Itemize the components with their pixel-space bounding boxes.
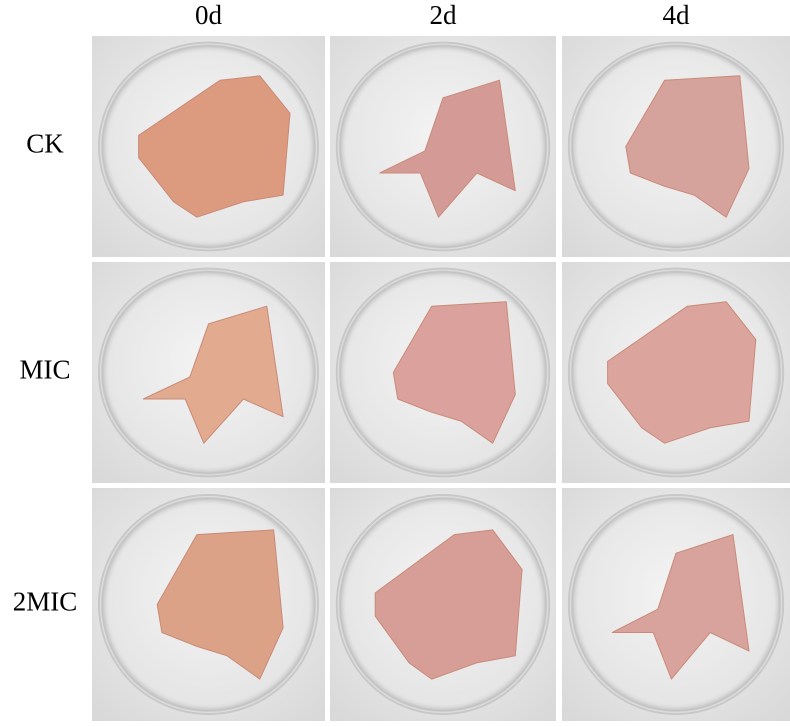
photo — [562, 36, 790, 257]
row-label: MIC — [19, 355, 70, 385]
photo — [330, 36, 556, 257]
photo — [92, 36, 325, 257]
meat-sample — [611, 534, 750, 680]
column-label: 0d — [195, 0, 223, 30]
meat-sample — [625, 75, 750, 218]
meat-sample — [142, 305, 284, 444]
photo — [92, 488, 325, 721]
photo — [330, 488, 556, 721]
meat-sample — [138, 75, 291, 218]
row-label: CK — [26, 129, 64, 159]
meat-sample — [379, 79, 516, 218]
meat-sample — [392, 301, 516, 444]
row-label: 2MIC — [13, 587, 78, 617]
photo — [562, 488, 790, 721]
photo — [330, 262, 556, 483]
meat-sample — [156, 529, 284, 680]
column-label: 2d — [430, 0, 458, 30]
meat-sample — [374, 529, 523, 680]
photo — [562, 262, 790, 483]
photo — [92, 262, 325, 483]
meat-sample — [607, 301, 757, 444]
column-label: 4d — [663, 0, 691, 30]
